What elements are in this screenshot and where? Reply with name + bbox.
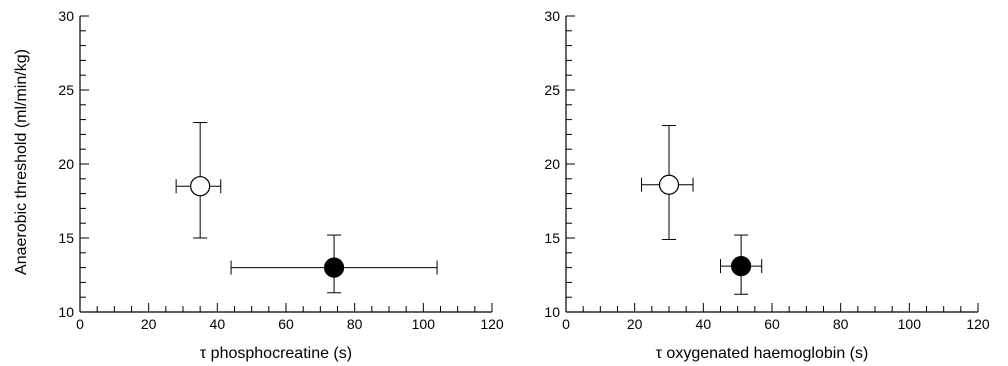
panel-2-y-tick-label: 10 [544, 304, 560, 320]
panel-2-x-tick-label: 20 [627, 316, 643, 332]
panel-1-x-tick-label: 100 [412, 316, 436, 332]
panel-1-y-tick-label: 20 [58, 156, 74, 172]
panel-2-x-tick-label: 120 [966, 316, 990, 332]
panel-2-x-tick-label: 100 [898, 316, 922, 332]
panel-1-x-axis-title: τ phosphocreatine (s) [200, 345, 352, 362]
panel-1-x-tick-label: 20 [141, 316, 157, 332]
panel-1-y-axis-title: Anaerobic threshold (ml/min/kg) [13, 49, 30, 275]
panel-2-x-tick-label: 40 [696, 316, 712, 332]
panel-2-x-tick-label: 80 [833, 316, 849, 332]
panel-2-point-1-open-circle-marker [658, 174, 680, 195]
panel-1-point-2-filled-circle-marker [323, 257, 345, 278]
panel-2-y-tick-label: 20 [544, 156, 560, 172]
panel-1-x-tick-label: 40 [210, 316, 226, 332]
panel-1-x-tick-label: 60 [278, 316, 294, 332]
panel-2-x-tick-label: 0 [562, 316, 570, 332]
panel-2-point-2-filled-circle-marker [730, 256, 752, 277]
panel-1-x-tick-label: 120 [480, 316, 504, 332]
panel-1-y-tick-label: 25 [58, 82, 74, 98]
panel-1-y-tick-label: 10 [58, 304, 74, 320]
panel-2-x-axis-title: τ oxygenated haemoglobin (s) [656, 345, 869, 362]
panel-2-y-tick-label: 25 [544, 82, 560, 98]
panel-2-x-tick-label: 60 [764, 316, 780, 332]
panel-1-y-tick-label: 30 [58, 8, 74, 24]
panel-1-x-tick-label: 80 [347, 316, 363, 332]
panel-2-y-tick-label: 15 [544, 230, 560, 246]
panel-2-y-tick-label: 30 [544, 8, 560, 24]
panel-1-point-1-open-circle-marker [190, 176, 211, 197]
panel-1-y-tick-label: 15 [58, 230, 74, 246]
panel-1-x-tick-label: 0 [76, 316, 84, 332]
